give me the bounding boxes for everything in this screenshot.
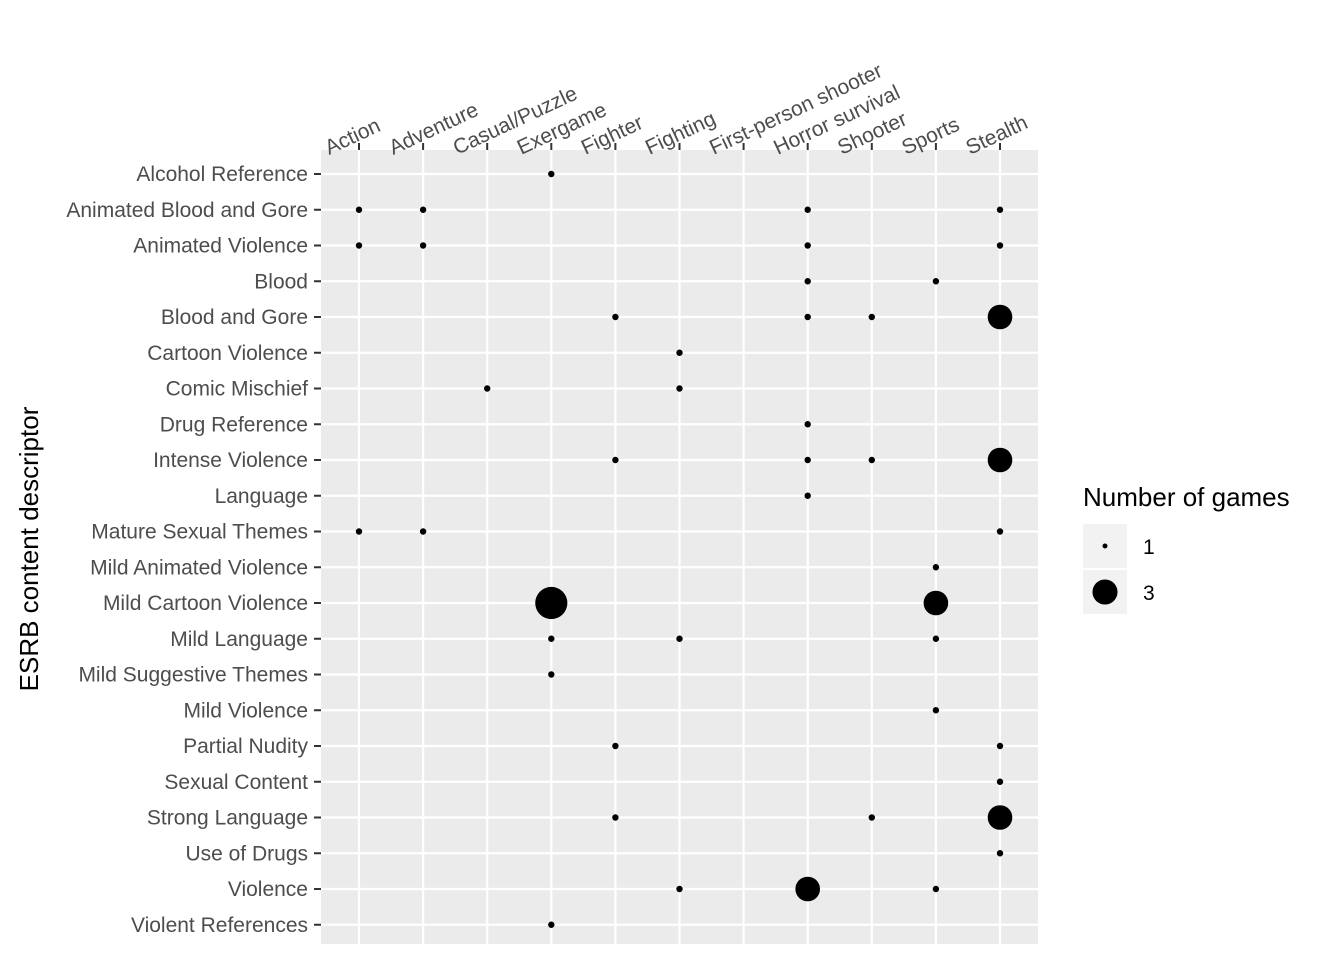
- legend-label: 1: [1143, 536, 1155, 559]
- point-action-mature-sexual-themes: [355, 528, 363, 535]
- y-tick-label: Comic Mischief: [166, 378, 309, 401]
- point-adventure-mature-sexual-themes: [419, 528, 427, 535]
- point-sports-mild-animated-violence: [932, 564, 940, 571]
- point-action-animated-violence: [355, 242, 363, 249]
- point-exergame-alcohol-reference: [548, 170, 555, 178]
- size-legend: Number of games 1 3: [1083, 482, 1290, 614]
- point-exergame-violent-references: [548, 921, 555, 928]
- point-stealth-blood-and-gore: [987, 304, 1013, 330]
- y-tick-label: Mild Animated Violence: [90, 556, 308, 579]
- point-casual-puzzle-comic-mischief: [484, 385, 491, 392]
- point-fighting-violence: [676, 885, 683, 893]
- point-fighter-blood-and-gore: [612, 313, 619, 321]
- point-shooter-strong-language: [868, 814, 875, 821]
- point-sports-mild-language: [932, 635, 940, 642]
- y-tick-label: Mature Sexual Themes: [91, 521, 308, 544]
- point-sports-mild-cartoon-violence: [923, 590, 949, 616]
- legend-title: Number of games: [1083, 482, 1290, 512]
- y-tick-label: Violent References: [131, 914, 308, 937]
- point-fighter-partial-nudity: [612, 742, 619, 750]
- point-shooter-blood-and-gore: [868, 313, 875, 321]
- point-horror-survival-language: [804, 492, 811, 499]
- y-tick-label: Animated Violence: [133, 235, 308, 258]
- legend-point: [1092, 579, 1118, 605]
- point-stealth-intense-violence: [987, 447, 1013, 473]
- y-tick-label: Strong Language: [147, 807, 308, 830]
- x-axis-ticks: Action AdventureCasual/PuzzleExergameFigh…: [321, 59, 1031, 159]
- y-tick-label: Mild Cartoon Violence: [103, 592, 308, 615]
- y-tick-label: Cartoon Violence: [147, 342, 308, 365]
- y-tick-label: Alcohol Reference: [136, 163, 308, 186]
- y-tick-label: Language: [215, 485, 308, 508]
- y-tick-label: Use of Drugs: [185, 842, 308, 865]
- point-horror-survival-violence: [795, 876, 821, 902]
- point-action-animated-blood-and-gore: [355, 206, 363, 213]
- data-points: [355, 170, 1013, 928]
- point-fighting-comic-mischief: [676, 385, 683, 392]
- y-tick-label: Violence: [228, 878, 308, 901]
- point-adventure-animated-violence: [419, 242, 427, 249]
- y-tick-label: Mild Violence: [183, 699, 308, 722]
- legend-label: 3: [1143, 582, 1155, 605]
- point-fighting-mild-language: [676, 635, 683, 642]
- point-horror-survival-blood: [804, 278, 811, 285]
- point-stealth-partial-nudity: [996, 742, 1004, 750]
- y-tick-label: Animated Blood and Gore: [66, 199, 308, 222]
- point-stealth-strong-language: [987, 805, 1013, 830]
- point-horror-survival-drug-reference: [804, 421, 811, 428]
- point-stealth-animated-violence: [996, 242, 1004, 249]
- y-axis-title: ESRB content descriptor: [14, 406, 44, 691]
- point-sports-mild-violence: [932, 707, 940, 714]
- y-tick-label: Mild Language: [170, 628, 308, 651]
- point-fighting-cartoon-violence: [676, 349, 683, 356]
- legend-point: [1102, 543, 1108, 549]
- point-stealth-use-of-drugs: [996, 850, 1004, 857]
- point-sports-blood: [932, 278, 940, 285]
- point-horror-survival-animated-blood-and-gore: [804, 206, 811, 213]
- point-horror-survival-animated-violence: [804, 242, 811, 249]
- point-sports-violence: [932, 885, 940, 893]
- y-tick-label: Partial Nudity: [183, 735, 308, 758]
- y-tick-label: Mild Suggestive Themes: [78, 664, 308, 687]
- point-horror-survival-blood-and-gore: [804, 313, 811, 321]
- y-axis-ticks: Alcohol Reference Animated Blood and Gore…: [66, 163, 321, 937]
- y-tick-label: Sexual Content: [164, 771, 308, 794]
- point-stealth-sexual-content: [996, 778, 1004, 785]
- y-tick-label: Drug Reference: [160, 413, 308, 436]
- point-adventure-animated-blood-and-gore: [419, 206, 427, 213]
- point-shooter-intense-violence: [868, 456, 875, 464]
- point-exergame-mild-cartoon-violence: [535, 586, 568, 620]
- point-stealth-mature-sexual-themes: [996, 528, 1004, 535]
- point-horror-survival-intense-violence: [804, 456, 811, 464]
- point-exergame-mild-language: [548, 635, 555, 642]
- y-tick-label: Intense Violence: [153, 449, 308, 472]
- point-fighter-strong-language: [612, 814, 619, 821]
- point-stealth-animated-blood-and-gore: [996, 206, 1004, 213]
- y-tick-label: Blood and Gore: [161, 306, 308, 329]
- y-tick-label: Blood: [254, 270, 308, 293]
- point-exergame-mild-suggestive-themes: [548, 671, 555, 678]
- point-fighter-intense-violence: [612, 456, 619, 464]
